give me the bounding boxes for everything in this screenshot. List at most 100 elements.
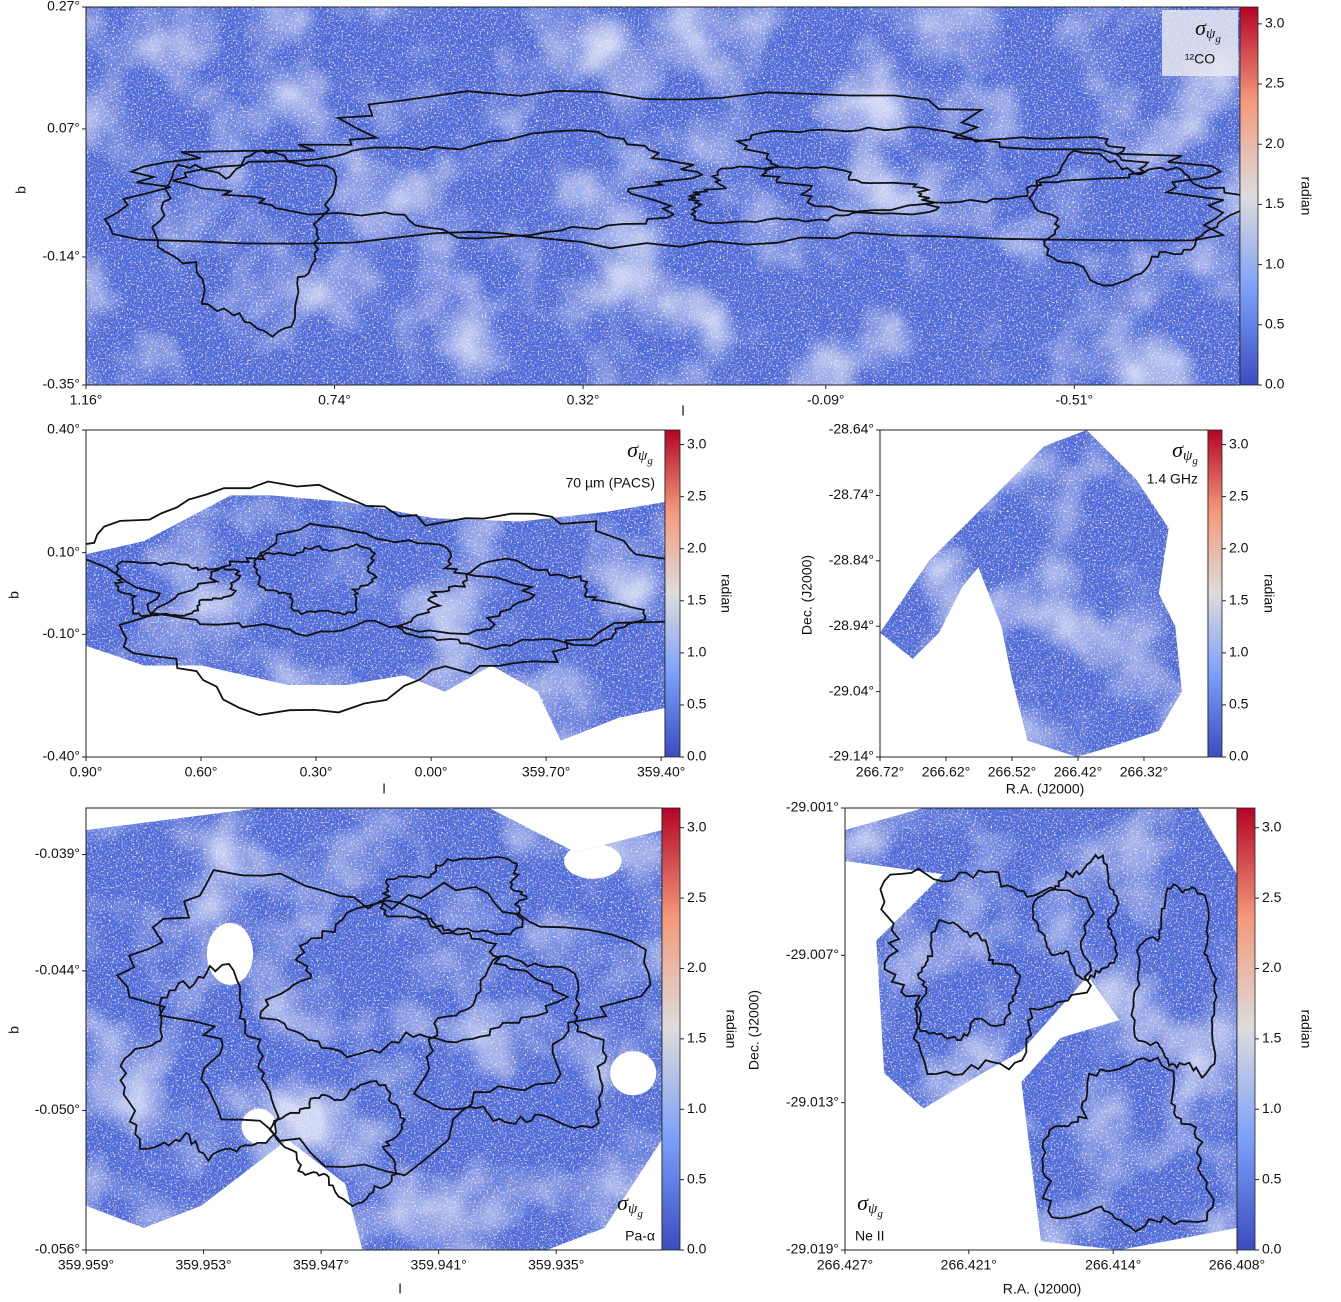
- contour: [86, 480, 665, 716]
- x-tick-label: 266.72°: [856, 764, 904, 780]
- contour: [119, 963, 280, 1163]
- x-tick-label: 266.42°: [1054, 764, 1102, 780]
- contour: [259, 899, 570, 1059]
- x-tick-label: 0.74°: [318, 392, 351, 408]
- x-tick-label: 266.427°: [817, 1257, 873, 1273]
- map-hole: [564, 843, 622, 879]
- colorbar: [661, 807, 681, 1251]
- x-tick-label: 359.40°: [637, 764, 685, 780]
- annotation-label: Ne II: [855, 1228, 885, 1244]
- y-axis-label: b: [13, 186, 29, 194]
- x-tick-label: 359.953°: [175, 1257, 231, 1273]
- contour: [688, 165, 941, 224]
- x-tick-label: 0.00°: [415, 764, 448, 780]
- colorbar-label: radian: [723, 1010, 739, 1049]
- x-tick-label: 0.32°: [567, 392, 600, 408]
- x-tick-label: 359.947°: [293, 1257, 349, 1273]
- symbol-part: g: [637, 1208, 643, 1220]
- colorbar-label: radian: [1298, 177, 1314, 216]
- symbol-part: σ: [857, 1190, 869, 1215]
- annotation-symbol: σψg: [1195, 15, 1221, 44]
- panel: 266.72° 266.62° 266.52° 266.42° 266.32° -28.6…: [799, 421, 1278, 797]
- colorbar-tick-label: 0.5: [1262, 1170, 1282, 1186]
- contours: [879, 853, 1218, 1233]
- annotation-label: Pa-α: [625, 1228, 655, 1244]
- x-tick-label: 359.959°: [58, 1257, 114, 1273]
- x-tick-label: 266.408°: [1209, 1257, 1265, 1273]
- annotation-symbol: σψg: [617, 1190, 643, 1219]
- colorbar: [664, 429, 681, 758]
- y-tick-label: 0.07°: [47, 120, 80, 136]
- map-red: [86, 808, 662, 1250]
- x-tick-label: 266.421°: [941, 1257, 997, 1273]
- y-tick-label: -29.013°: [786, 1093, 839, 1109]
- x-axis-label: R.A. (J2000): [1003, 1281, 1082, 1297]
- colorbar-tick-label: 2.5: [687, 889, 707, 905]
- symbol-part: g: [1192, 455, 1198, 467]
- map-hole: [206, 922, 254, 985]
- contour: [879, 867, 1095, 1076]
- x-tick-label: 266.62°: [922, 764, 970, 780]
- colorbar-tick-label: 0.5: [1229, 696, 1249, 712]
- colorbar-label: radian: [718, 574, 734, 613]
- colorbar-tick-label: 1.5: [687, 1030, 707, 1046]
- x-axis-label: l: [681, 403, 684, 419]
- contour: [412, 954, 608, 1130]
- colorbar-tick-label: 3.0: [1229, 435, 1249, 451]
- symbol-part: σ: [617, 1190, 629, 1215]
- symbol-part: ψ: [868, 1201, 878, 1217]
- panel: 1.16° 0.74° 0.32° -0.09° -0.51° 0.27° 0.07° -0.…: [13, 0, 1315, 419]
- contour: [103, 89, 1226, 250]
- y-tick-label: -29.04°: [829, 682, 874, 698]
- map-image: [86, 808, 662, 1250]
- symbol-part: σ: [1195, 15, 1207, 40]
- panel: 266.427° 266.421° 266.414° 266.408° -29.001°…: [746, 799, 1315, 1297]
- colorbar-tick-label: 2.0: [687, 539, 707, 555]
- y-tick-label: -0.039°: [35, 845, 80, 861]
- colorbar-tick-label: 2.5: [1265, 75, 1285, 91]
- symbol-part: ψ: [1183, 448, 1193, 464]
- colorbar-tick-label: 2.5: [687, 487, 707, 503]
- colorbar-tick-label: 3.0: [1262, 818, 1282, 834]
- x-axis-label: l: [382, 781, 385, 797]
- contour: [734, 126, 1150, 213]
- x-tick-label: 0.30°: [300, 764, 333, 780]
- y-tick-label: -29.001°: [786, 799, 839, 815]
- colorbar: [1236, 807, 1256, 1251]
- x-axis-label: R.A. (J2000): [1006, 781, 1085, 797]
- contour: [913, 918, 1022, 1042]
- y-tick-label: -0.10°: [42, 625, 80, 641]
- y-tick-label: -28.74°: [829, 486, 874, 502]
- colorbar-tick-label: 1.5: [1262, 1030, 1282, 1046]
- colorbar-tick-label: 0.0: [1265, 376, 1285, 392]
- x-tick-label: -0.51°: [1056, 392, 1094, 408]
- y-tick-label: -28.94°: [829, 617, 874, 633]
- colorbar-tick-label: 0.0: [1229, 748, 1249, 764]
- x-tick-label: 266.52°: [988, 764, 1036, 780]
- y-tick-label: -0.044°: [35, 962, 80, 978]
- symbol-part: ψ: [1206, 26, 1216, 42]
- annotation-box: [1162, 10, 1238, 76]
- symbol-part: σ: [627, 437, 639, 462]
- contour: [172, 129, 704, 240]
- colorbar: [1207, 429, 1223, 758]
- x-tick-label: 0.60°: [185, 764, 218, 780]
- contour: [379, 856, 528, 936]
- annotation-symbol: σψg: [857, 1190, 883, 1219]
- colorbar-tick-label: 0.0: [687, 748, 707, 764]
- x-tick-label: -0.09°: [807, 392, 845, 408]
- y-tick-label: -29.007°: [786, 946, 839, 962]
- map-image: [86, 7, 1240, 385]
- y-tick-label: -0.050°: [35, 1101, 80, 1117]
- contour: [252, 543, 379, 616]
- contour: [151, 149, 338, 338]
- annotation-label: 1.4 GHz: [1147, 471, 1198, 487]
- y-tick-label: 0.40°: [47, 421, 80, 437]
- y-tick-label: -0.056°: [35, 1241, 80, 1257]
- colorbar-tick-label: 1.0: [687, 644, 707, 660]
- contour: [393, 557, 647, 651]
- symbol-part: ψ: [628, 1201, 638, 1217]
- colorbar-tick-label: 1.5: [1265, 195, 1285, 211]
- y-tick-label: -0.14°: [42, 248, 80, 264]
